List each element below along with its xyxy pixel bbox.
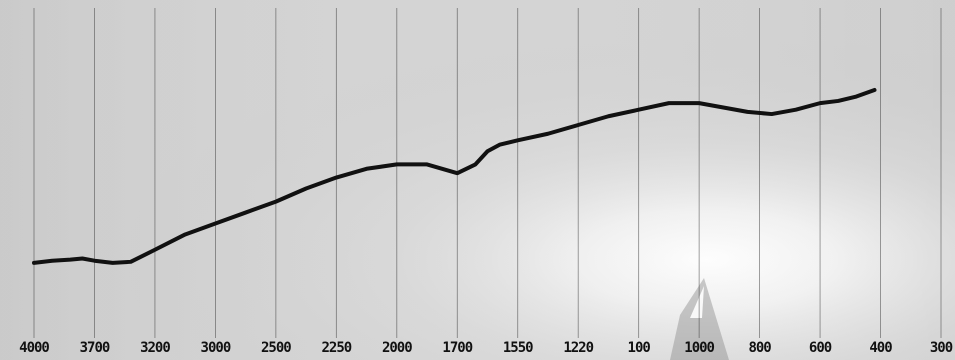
series-point xyxy=(474,163,477,166)
series-point xyxy=(637,108,640,111)
x-tick-layer: 4000 3700 3200 3000 2500 2250 2000 1700 1550 1220… xyxy=(19,340,954,356)
x-tick-label: 2250 xyxy=(321,340,351,356)
x-tick-label: 2500 xyxy=(261,340,291,356)
series-point xyxy=(111,261,114,265)
series-point xyxy=(214,222,217,225)
series-point xyxy=(93,259,96,262)
series-point xyxy=(770,112,773,116)
series-point xyxy=(607,115,610,118)
x-tick-label: 1700 xyxy=(442,340,472,356)
series-point xyxy=(153,248,157,251)
series-point xyxy=(486,150,489,153)
series-point xyxy=(81,257,84,260)
series-point xyxy=(722,106,725,109)
series-point xyxy=(456,171,459,175)
x-tick-label: 3200 xyxy=(140,340,170,356)
series-point xyxy=(855,95,858,98)
series-point xyxy=(365,167,368,170)
x-tick-label: 800 xyxy=(748,340,771,356)
x-tick-label: 600 xyxy=(809,340,832,356)
x-tick-label: 400 xyxy=(869,340,892,356)
series-layer xyxy=(32,87,877,265)
x-tick-label: 300 xyxy=(930,340,953,356)
series-point xyxy=(425,163,429,166)
scan-highlight xyxy=(690,286,704,318)
series-point xyxy=(69,258,72,261)
x-tick-label: 3000 xyxy=(201,340,231,356)
series-point xyxy=(697,101,701,105)
series-point xyxy=(837,99,840,103)
series-point xyxy=(498,143,501,146)
series-point xyxy=(274,200,278,203)
x-tick-label: 1550 xyxy=(503,340,533,356)
x-tick-label: 1220 xyxy=(563,340,593,356)
series-point xyxy=(818,101,822,105)
grid-layer xyxy=(33,8,942,338)
series-point xyxy=(546,132,550,135)
x-tick-label: 4000 xyxy=(19,340,49,356)
x-tick-label: 3700 xyxy=(80,340,110,356)
series-point xyxy=(577,123,580,127)
series-point xyxy=(873,88,876,92)
series-point xyxy=(304,187,308,190)
x-tick-label: 1000 xyxy=(684,340,714,356)
series-point xyxy=(746,110,749,114)
series-point xyxy=(244,211,247,214)
series-point xyxy=(50,259,54,262)
x-tick-label: 100 xyxy=(628,340,651,356)
series-point xyxy=(516,139,519,142)
series-point xyxy=(794,108,798,111)
series-line xyxy=(32,87,877,265)
series-point xyxy=(183,233,187,236)
x-tick-label: 2000 xyxy=(382,340,412,356)
series-point xyxy=(129,260,132,264)
series-point xyxy=(395,163,398,166)
series-point xyxy=(32,261,36,265)
series-point xyxy=(335,176,338,179)
series-point xyxy=(667,101,671,105)
